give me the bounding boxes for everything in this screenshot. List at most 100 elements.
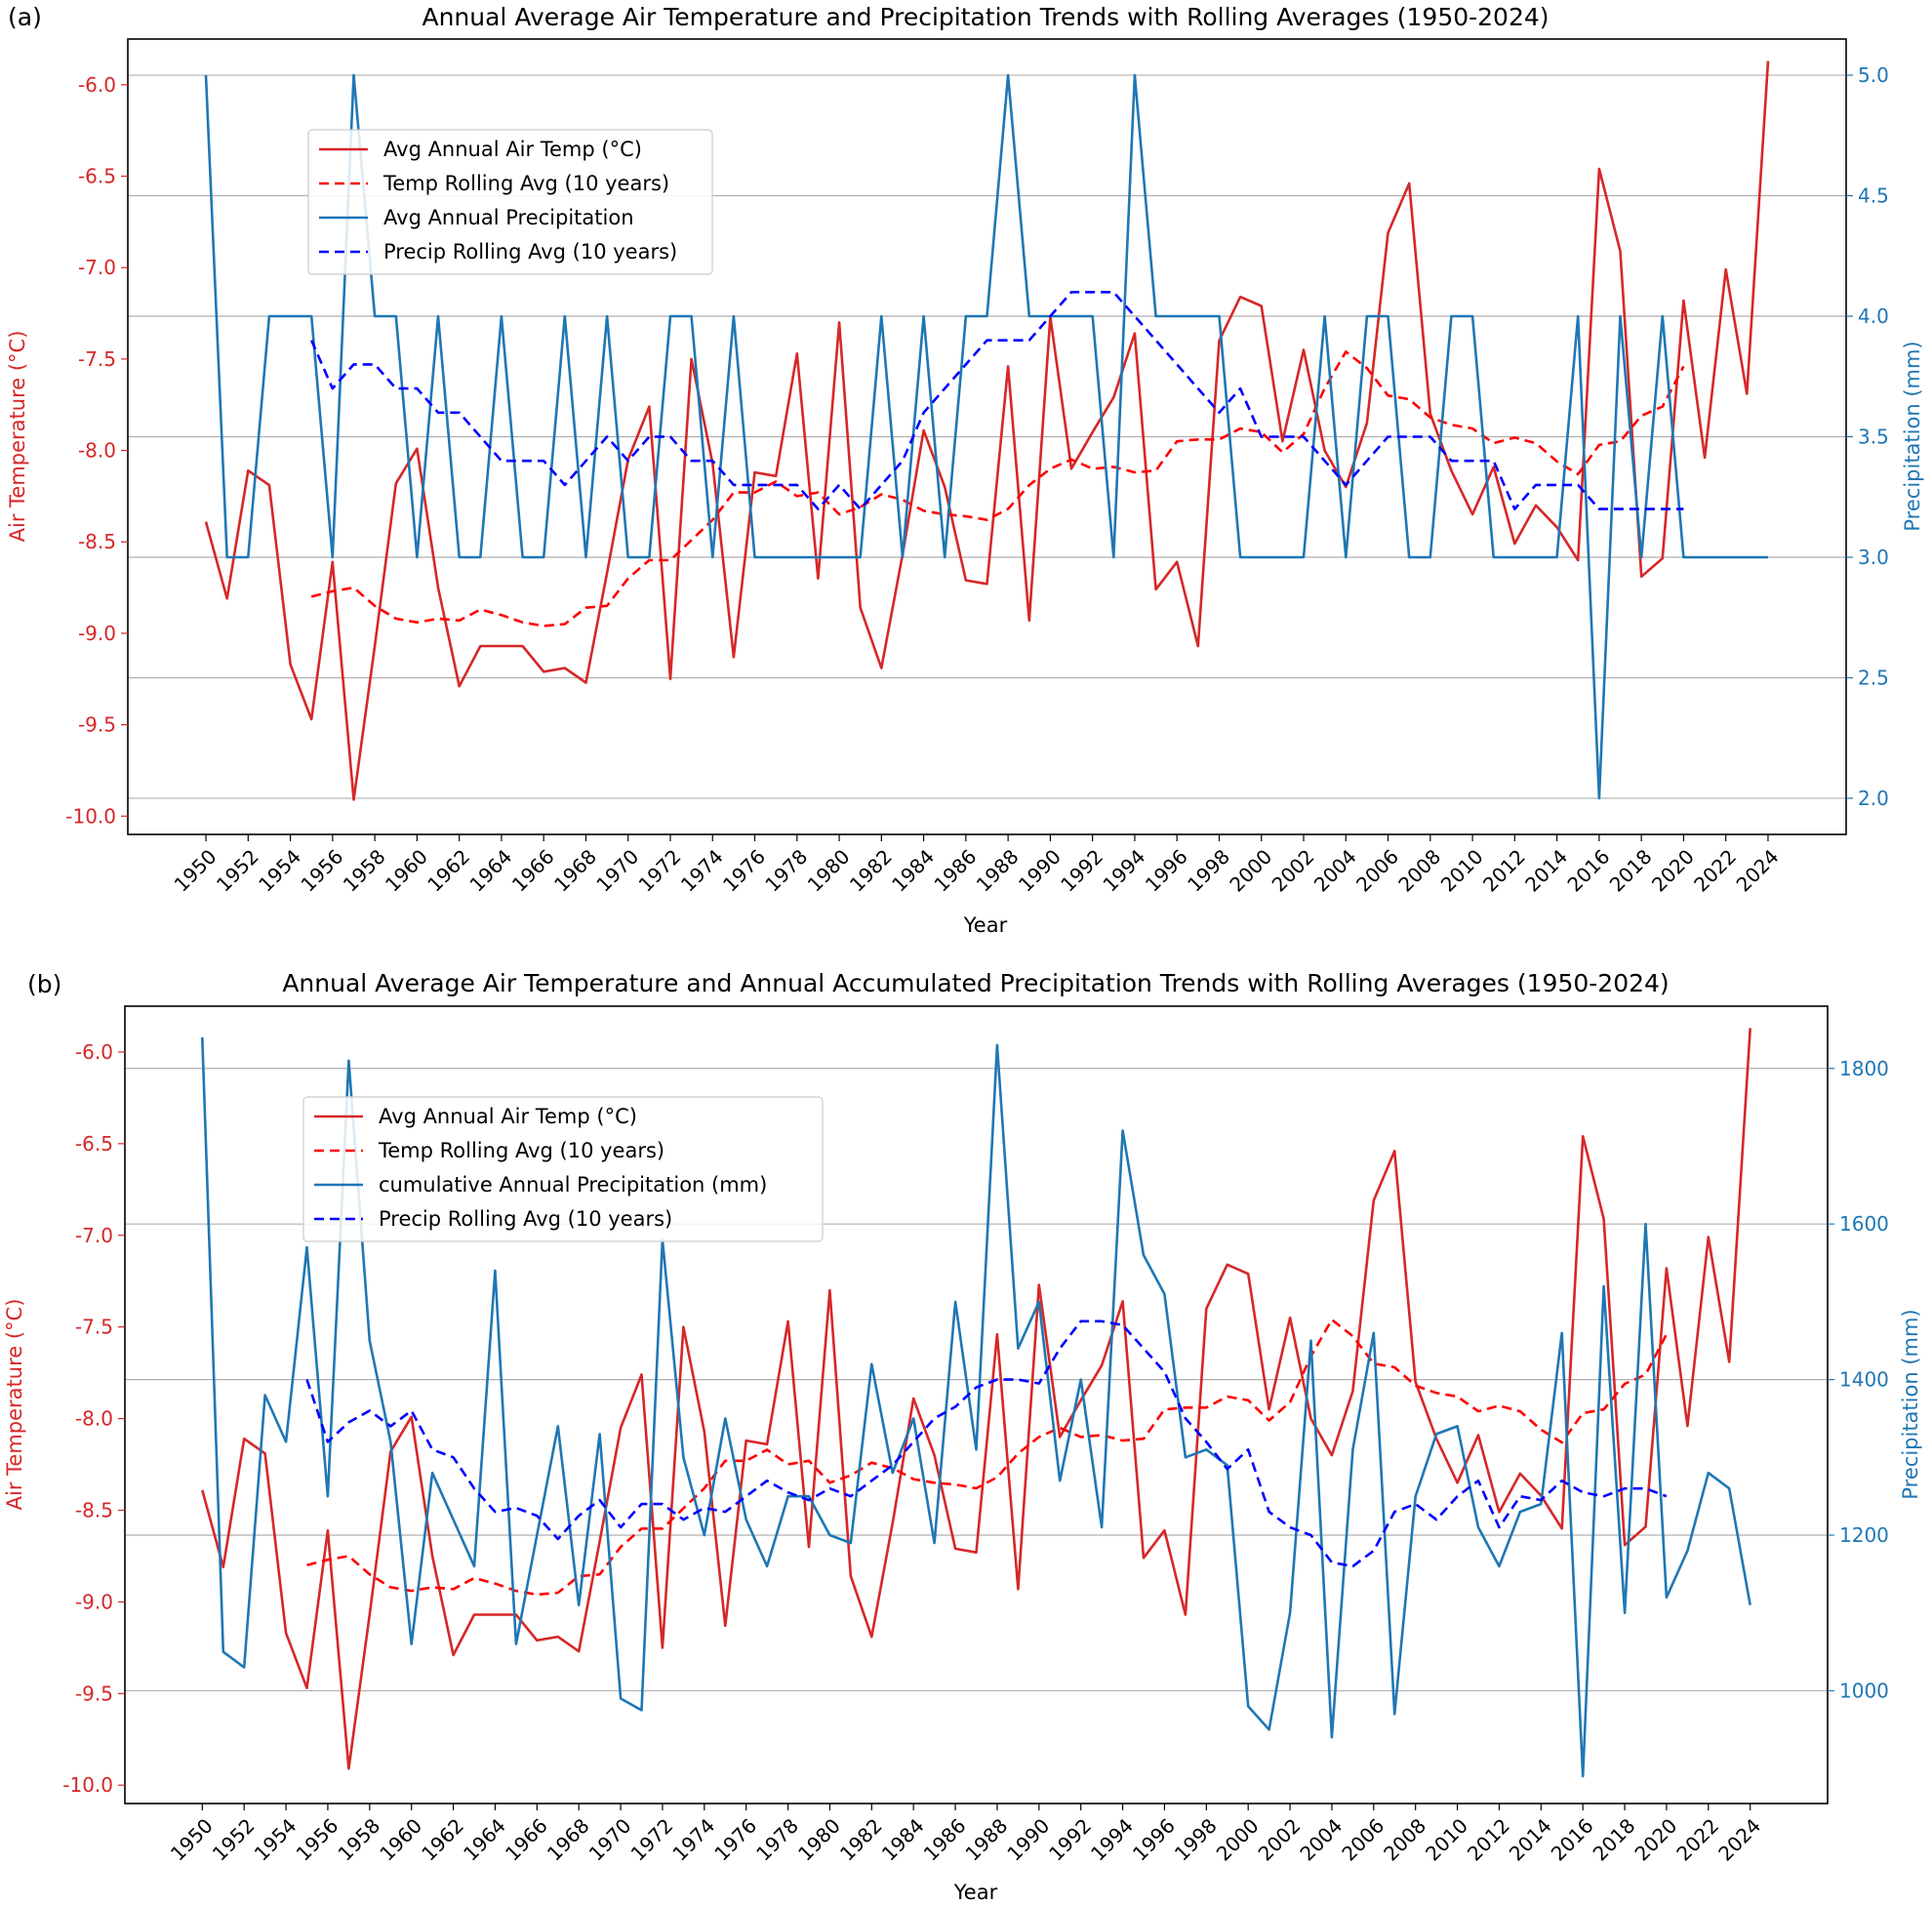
panel-b-x-tick-label-27: 2004 — [1296, 1814, 1348, 1866]
panel-a-y-tick-label-2: -9.0 — [78, 622, 116, 645]
panel-a-x-tick-label-32: 2014 — [1520, 845, 1572, 897]
panel-b-x-tick-label-29: 2008 — [1379, 1814, 1430, 1866]
panel-b-y-ticks: -10.0 -9.5 -9.0 -8.5 -8.0 -7.5 -7.0 -6.5 -6.0 — [62, 1040, 125, 1797]
panel-a-title: Annual Average Air Temperature and Preci… — [422, 3, 1549, 31]
panel-b-y-tick-label-7: -6.5 — [75, 1132, 113, 1156]
panel-a-x-tick-label-22: 1994 — [1099, 845, 1150, 897]
panel-a-x-tick-label-13: 1976 — [718, 845, 770, 897]
panel-a-x-tick-label-2: 1954 — [254, 845, 305, 897]
panel-a-y-tick-label-8: -6.0 — [78, 73, 116, 97]
panel-b-x-tick-label-3: 1956 — [292, 1814, 343, 1866]
panel-b-x-tick-label-31: 2012 — [1463, 1814, 1514, 1866]
panel-b-x-tick-label-6: 1962 — [417, 1814, 468, 1866]
panel-b-y2-tick-label-2: 1400 — [1839, 1368, 1889, 1392]
panel-a-x-tick-label-34: 2018 — [1605, 845, 1657, 897]
panel-a-y-ticks: -10.0 -9.5 -9.0 -8.5 -8.0 -7.5 -7.0 -6.5 -6.0 — [65, 73, 128, 828]
panel-a-x-tick-label-5: 1960 — [381, 845, 432, 897]
panel-a-x-tick-label-31: 2012 — [1478, 845, 1530, 897]
panel-b-y2-tick-label-4: 1800 — [1839, 1057, 1889, 1080]
panel-b-y-axis-label: Air Temperature (°C) — [3, 1299, 26, 1511]
panel-b-x-tick-label-35: 2020 — [1630, 1814, 1682, 1866]
panel-a-x-tick-label-23: 1996 — [1141, 845, 1192, 897]
panel-b-y2-tick-label-3: 1600 — [1839, 1212, 1889, 1236]
panel-b-x-tick-label-16: 1982 — [835, 1814, 887, 1866]
panel-b-x-tick-label-14: 1978 — [751, 1814, 803, 1866]
panel-a-y-tick-label-1: -9.5 — [78, 713, 116, 737]
panel-a-x-tick-label-3: 1956 — [296, 845, 347, 897]
panel-a-x-tick-label-8: 1966 — [507, 845, 559, 897]
panel-a-x-tick-label-14: 1978 — [760, 845, 812, 897]
panel-b-y2-axis-label: Precipitation (mm) — [1899, 1309, 1922, 1499]
panel-a-x-tick-label-4: 1958 — [339, 845, 390, 897]
panel-b-x-tick-label-1: 1952 — [208, 1814, 260, 1866]
panel-b-x-tick-label-8: 1966 — [501, 1814, 552, 1866]
panel-a-legend-label-precip-rolling: Precip Rolling Avg (10 years) — [383, 240, 677, 264]
panel-a-x-tick-label-20: 1990 — [1014, 845, 1066, 897]
panel-b-series-line-3 — [305, 1319, 1668, 1568]
panel-a-y-tick-label-0: -10.0 — [65, 804, 116, 828]
panel-a: (a) Annual Average Air Temperature and P… — [6, 3, 1924, 937]
panel-a-x-tick-label-9: 1968 — [549, 845, 601, 897]
panel-b-x-tick-label-9: 1968 — [543, 1814, 594, 1866]
panel-b-x-tick-label-15: 1980 — [793, 1814, 845, 1866]
panel-a-series-line-2 — [204, 73, 1768, 800]
panel-a-x-tick-label-18: 1986 — [929, 845, 981, 897]
panel-a-x-tick-label-15: 1980 — [803, 845, 855, 897]
panel-a-series-line-3 — [310, 290, 1684, 510]
panel-a-y2-tick-label-1: 2.5 — [1858, 666, 1889, 689]
panel-a-x-tick-label-30: 2010 — [1436, 845, 1488, 897]
panel-b-x-tick-label-19: 1988 — [961, 1814, 1013, 1866]
panel-b-series-line-1 — [306, 1318, 1669, 1597]
panel-a-y2-axis-label: Precipitation (mm) — [1901, 341, 1924, 531]
panel-a-x-tick-label-33: 2016 — [1562, 845, 1614, 897]
panel-a-legend-box — [307, 129, 713, 275]
panel-b-x-tick-label-22: 1994 — [1086, 1814, 1138, 1866]
panel-b-x-tick-label-4: 1958 — [333, 1814, 384, 1866]
panel-b: (b) Annual Average Air Temperature and A… — [3, 969, 1922, 1904]
panel-a-x-tick-label-12: 1974 — [676, 845, 728, 897]
panel-b-y-tick-label-8: -6.0 — [75, 1040, 113, 1064]
panel-b-x-tick-label-17: 1984 — [877, 1814, 929, 1866]
panel-b-y-tick-label-5: -7.5 — [75, 1316, 113, 1339]
panel-a-x-tick-label-27: 2004 — [1309, 845, 1361, 897]
panel-a-x-tick-label-17: 1984 — [887, 845, 939, 897]
panel-b-legend-label-temp: Avg Annual Air Temp (°C) — [379, 1105, 637, 1128]
panel-b-y2-tick-label-1: 1200 — [1839, 1523, 1889, 1547]
panel-a-x-tick-label-35: 2020 — [1647, 845, 1699, 897]
panel-a-series-line-1 — [310, 350, 1685, 628]
panel-b-x-tick-label-13: 1976 — [709, 1814, 761, 1866]
panel-b-x-tick-label-12: 1974 — [667, 1814, 719, 1866]
panel-b-series-line-2 — [201, 1036, 1751, 1778]
panel-b-series — [201, 1028, 1751, 1778]
panel-a-x-tick-label-24: 1998 — [1183, 845, 1234, 897]
panel-a-y2-ticks: 2.0 2.5 3.0 3.5 4.0 4.5 5.0 — [1846, 63, 1889, 810]
panel-a-x-tick-label-16: 1982 — [845, 845, 897, 897]
panel-a-y-tick-label-6: -7.0 — [78, 256, 116, 279]
panel-b-legend: Avg Annual Air Temp (°C) Temp Rolling Av… — [302, 1096, 824, 1242]
panel-a-x-axis-label: Year — [963, 913, 1008, 937]
panel-b-legend-box — [302, 1096, 824, 1242]
panel-b-x-tick-label-37: 2024 — [1713, 1814, 1765, 1866]
panel-a-x-tick-label-11: 1972 — [634, 845, 686, 897]
panel-a-y2-tick-label-5: 4.5 — [1858, 184, 1889, 208]
panel-b-label: (b) — [27, 970, 61, 998]
panel-a-label: (a) — [8, 3, 42, 31]
panel-a-x-tick-label-6: 1962 — [423, 845, 474, 897]
panel-b-x-tick-label-10: 1970 — [584, 1814, 636, 1866]
panel-b-x-tick-label-18: 1986 — [919, 1814, 971, 1866]
panel-a-y-axis-label: Air Temperature (°C) — [6, 331, 29, 543]
panel-b-x-tick-label-25: 2000 — [1212, 1814, 1264, 1866]
panel-a-y-tick-label-3: -8.5 — [78, 530, 116, 553]
panel-b-y-tick-label-2: -9.0 — [75, 1590, 113, 1613]
panel-b-x-tick-label-30: 2010 — [1421, 1814, 1472, 1866]
panel-b-x-tick-label-26: 2002 — [1254, 1814, 1306, 1866]
panel-b-legend-label-precip-rolling: Precip Rolling Avg (10 years) — [379, 1207, 672, 1231]
panel-b-gridlines — [125, 1068, 1828, 1692]
panel-b-x-tick-label-7: 1964 — [459, 1814, 510, 1866]
panel-a-y2-tick-label-3: 3.5 — [1858, 426, 1889, 449]
panel-b-x-tick-label-0: 1950 — [166, 1814, 218, 1866]
panel-b-y-tick-label-0: -10.0 — [62, 1773, 113, 1797]
panel-b-x-tick-label-21: 1992 — [1044, 1814, 1096, 1866]
panel-b-x-tick-label-2: 1954 — [250, 1814, 302, 1866]
